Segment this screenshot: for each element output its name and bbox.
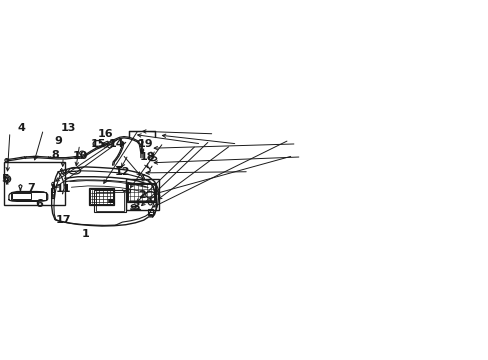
Text: 5: 5 [1,174,9,184]
Bar [51,188,54,198]
Bar [11,192,46,200]
Text: 8: 8 [51,149,59,159]
Text: 3: 3 [132,202,139,212]
Bar [128,184,155,201]
Bar [52,194,53,197]
Bar [52,184,54,192]
Text: 11: 11 [56,184,71,194]
Text: 1: 1 [82,229,90,239]
Bar [96,192,124,211]
Bar [125,179,158,210]
Text: 15: 15 [91,139,106,149]
Text: 10: 10 [72,151,88,161]
Text: 7: 7 [27,183,35,193]
Text: 18: 18 [140,152,155,162]
Text: 13: 13 [61,123,76,133]
Text: 12: 12 [114,167,130,177]
Text: 9: 9 [55,136,62,146]
Bar [89,188,114,205]
Bar [4,162,65,205]
Bar [148,208,152,215]
Bar [127,183,156,202]
Bar [12,193,31,199]
Bar [90,189,113,204]
Text: 16: 16 [97,129,113,139]
Text: 17: 17 [56,215,71,225]
Text: 4: 4 [18,123,25,133]
Bar [94,190,125,212]
Text: 6: 6 [35,199,43,209]
Text: 14: 14 [108,139,124,149]
Text: 19: 19 [137,139,153,149]
Text: 2: 2 [138,190,146,201]
